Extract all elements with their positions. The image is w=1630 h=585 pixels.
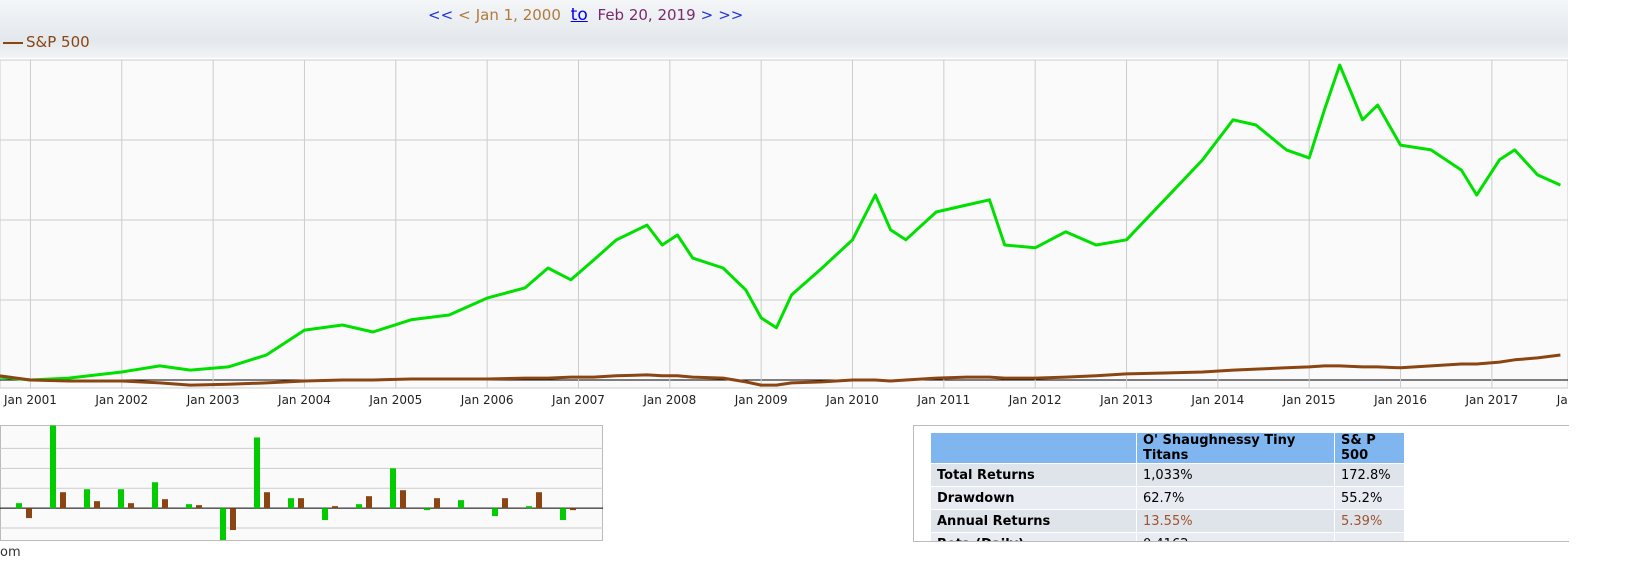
bar xyxy=(560,508,566,521)
bar xyxy=(434,498,440,509)
bar xyxy=(254,437,260,509)
end-date[interactable]: Feb 20, 2019 xyxy=(597,6,696,24)
header-cell: S& P 500 xyxy=(1334,432,1405,464)
x-tick-label: Jan 2010 xyxy=(825,393,879,407)
x-tick-label: Jan 2018 xyxy=(1556,393,1568,407)
bar xyxy=(230,508,236,531)
x-tick-label: Jan 2014 xyxy=(1190,393,1244,407)
cell: 55.2% xyxy=(1334,486,1405,510)
cell: 172.8% xyxy=(1334,463,1405,487)
series-line xyxy=(0,353,1561,387)
cell: 13.55% xyxy=(1136,509,1335,533)
header-row: O' Shaughnessy Tiny Titans S& P 500 xyxy=(930,432,1405,464)
header: << < Jan 1, 2000 to Feb 20, 2019 > >> S&P 50… xyxy=(0,0,1568,58)
next-link[interactable]: > xyxy=(700,6,714,24)
bar xyxy=(366,496,372,509)
cell: 62.7% xyxy=(1136,486,1335,510)
bar xyxy=(162,499,168,509)
bar xyxy=(332,506,338,509)
x-tick-label: Jan 2012 xyxy=(1008,393,1062,407)
bar xyxy=(94,501,100,509)
legend-label: S&P 500 xyxy=(26,33,90,51)
first-link[interactable]: << xyxy=(428,6,454,24)
x-tick-label: Jan 2017 xyxy=(1464,393,1518,407)
last-link[interactable]: >> xyxy=(718,6,744,24)
row-label: Total Returns xyxy=(930,463,1137,487)
bar xyxy=(390,468,396,509)
row-label: Annual Returns xyxy=(930,509,1137,533)
table-row: Total Returns 1,033% 172.8% xyxy=(930,463,1405,487)
table-row: Annual Returns 13.55% 5.39% xyxy=(930,509,1405,533)
x-tick-label: Jan 2008 xyxy=(642,393,696,407)
plot-bg xyxy=(0,425,603,541)
cell xyxy=(1334,532,1405,541)
cell: 5.39% xyxy=(1334,509,1405,533)
x-tick-label: Jan 2005 xyxy=(368,393,422,407)
x-tick-label: Jan 2013 xyxy=(1099,393,1153,407)
bar xyxy=(26,508,32,519)
header-cell: O' Shaughnessy Tiny Titans xyxy=(1136,432,1335,464)
x-tick-label: Jan 2006 xyxy=(460,393,514,407)
bar xyxy=(220,508,226,540)
x-tick-label: Jan 2004 xyxy=(277,393,331,407)
bar xyxy=(16,503,22,509)
table-row: Drawdown 62.7% 55.2% xyxy=(930,486,1405,510)
series-line xyxy=(0,63,1562,382)
bar xyxy=(492,508,498,517)
bar xyxy=(288,498,294,509)
bar xyxy=(424,508,430,511)
bar xyxy=(196,505,202,509)
x-tick-label: Jan 2007 xyxy=(551,393,605,407)
line-chart: Jan 2001 Jan 2002 Jan 2003 Jan 2004 Jan 2005… xyxy=(0,59,1568,407)
table-row: Beta (Daily)0.4162 xyxy=(930,532,1405,541)
header-cell xyxy=(930,432,1137,464)
bar xyxy=(264,492,270,509)
plot-bg xyxy=(0,59,1568,389)
x-tick-label: Jan 2016 xyxy=(1373,393,1427,407)
cell: 1,033% xyxy=(1136,463,1335,487)
bar xyxy=(128,503,134,509)
legend-swatch xyxy=(3,41,23,44)
x-tick-label: Jan 2015 xyxy=(1282,393,1336,407)
to-link[interactable]: to xyxy=(570,5,588,25)
bar xyxy=(84,489,90,509)
cell: 0.4162 xyxy=(1136,532,1335,541)
bar xyxy=(152,482,158,509)
bar xyxy=(186,504,192,509)
stats-panel: O' Shaughnessy Tiny Titans S& P 500 Total … xyxy=(913,425,1569,542)
bar xyxy=(536,492,542,509)
bar-chart xyxy=(0,425,603,541)
bar xyxy=(458,500,464,509)
prev-link[interactable]: < xyxy=(458,6,471,24)
bar xyxy=(400,490,406,509)
x-tick-label: Jan 2009 xyxy=(734,393,788,407)
x-tick-label: Jan 2011 xyxy=(916,393,970,407)
row-label: Drawdown xyxy=(930,486,1137,510)
x-tick-label: Jan 2002 xyxy=(94,393,148,407)
stats-table: O' Shaughnessy Tiny Titans S& P 500 Total … xyxy=(930,432,1405,541)
x-tick-label: Jan 2003 xyxy=(186,393,240,407)
footer: om xyxy=(0,545,21,560)
bar xyxy=(502,498,508,509)
bar xyxy=(570,508,576,511)
row-label: Beta (Daily) xyxy=(930,532,1137,541)
bar xyxy=(526,506,532,509)
legend: S&P 500 xyxy=(3,33,90,51)
bar xyxy=(322,508,328,521)
x-tick-label: Jan 2001 xyxy=(3,393,57,407)
bar xyxy=(50,425,56,509)
start-date[interactable]: Jan 1, 2000 xyxy=(475,6,561,24)
bar xyxy=(118,489,124,509)
bar xyxy=(60,492,66,509)
date-nav: << < Jan 1, 2000 to Feb 20, 2019 > >> xyxy=(428,5,748,25)
bar xyxy=(356,504,362,509)
bar xyxy=(298,498,304,509)
